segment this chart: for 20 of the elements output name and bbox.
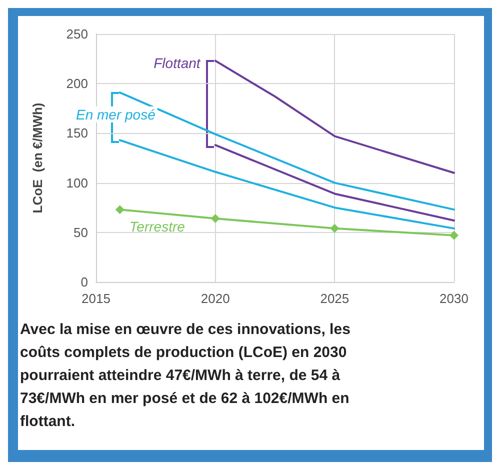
x-tick-label: 2015: [82, 291, 110, 306]
x-tick-label: 2030: [440, 291, 468, 306]
y-tick-label: 100: [66, 175, 88, 190]
point: [450, 230, 458, 240]
y-axis-title: LCoE (en €/MWh): [30, 102, 45, 214]
y-tick-label: 50: [74, 224, 88, 240]
legend-label: Flottant: [154, 54, 202, 71]
y-tick-label: 0: [80, 274, 88, 290]
series-label: En mer posé: [76, 106, 156, 122]
x-tick-label: 2025: [320, 291, 350, 306]
y-tick-label: 200: [66, 76, 88, 92]
y-tick-label: 250: [66, 26, 88, 42]
y-tick-label: 150: [66, 126, 88, 141]
point: [330, 224, 340, 233]
x-tick-label: 2020: [200, 291, 230, 306]
point: [210, 214, 220, 224]
text: Avec la mise en œuvre de ces innovations, les coûts complets de production (LCoE) en 2030 pourraient atteindre 47€/MWh à terre, de 54 à 73€/MWh en mer posé et de 62 à 102€/MWh en flottant.: [20, 321, 350, 430]
series-label: Terrestre: [129, 218, 186, 234]
point: [115, 205, 124, 214]
line-series: [214, 60, 455, 174]
